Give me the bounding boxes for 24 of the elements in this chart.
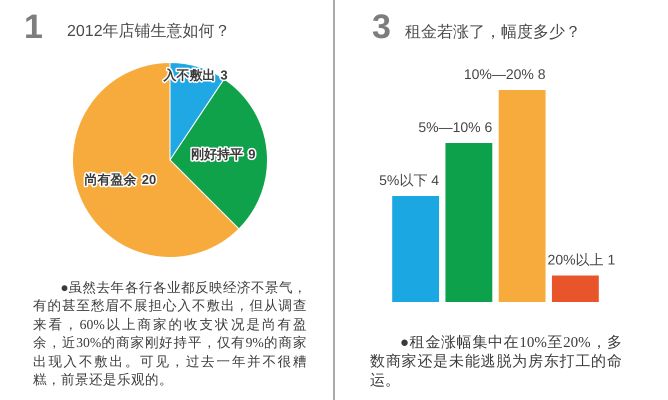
text: ●租金涨幅集中在10%至20%，多数商家还是未能逃脱为房东打工的命运。 [370, 334, 622, 391]
text: ●虽然去年各行各业都反映经济不景气，有的甚至愁眉不展担心入不敷出，但从调查来看，60%以上商家的收支状况是尚有盈余，近30%的商家刚好持平，仅有9%的商家出现入不敷出。可见，过去一年并不很糟糕，前景还是乐观的。 [33, 279, 307, 390]
data-label: 20 [142, 172, 156, 188]
bar [552, 276, 599, 302]
bar [498, 90, 546, 302]
bar [445, 143, 492, 302]
data-label: 6 [484, 118, 493, 135]
text: 3 [372, 8, 391, 46]
slice-label: 尚有盈余 [84, 172, 138, 188]
data-label: 8 [538, 66, 546, 82]
chart-title: 租金若涨了，幅度多少？ [405, 23, 581, 42]
slice-label: 入不敷出 [162, 68, 216, 83]
text: 1 [24, 8, 43, 46]
bar [392, 196, 440, 302]
chart-title: 2012年店铺生意如何？ [67, 22, 231, 42]
data-label: 9 [248, 146, 256, 162]
slice-label: 刚好持平 [191, 146, 244, 162]
data-label: 1 [607, 251, 616, 268]
data-label: 4 [431, 172, 440, 188]
x-tick-label: 5%以下 [379, 172, 428, 188]
x-tick-label: 20%以上 [548, 251, 604, 268]
x-tick-label: 5%—10% [418, 118, 481, 135]
data-label: 3 [220, 68, 228, 83]
x-tick-label: 10%—20% [464, 66, 534, 82]
